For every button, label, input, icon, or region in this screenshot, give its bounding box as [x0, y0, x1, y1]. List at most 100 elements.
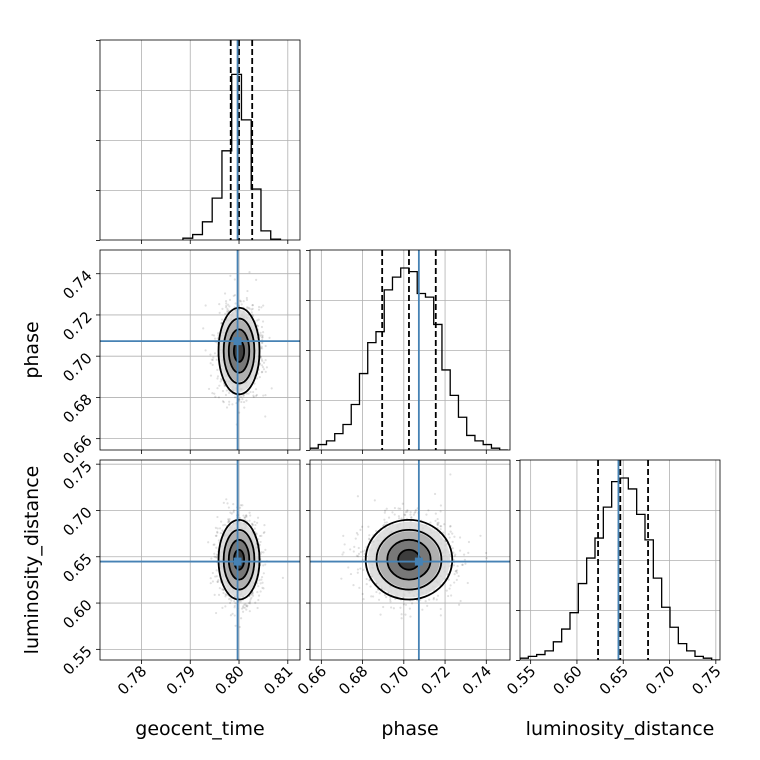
sample-point	[449, 525, 452, 528]
sample-point	[226, 518, 230, 521]
sample-point	[383, 523, 386, 526]
panel-geocent_time-phase	[96, 249, 301, 454]
sample-point	[207, 541, 210, 544]
sample-point	[347, 566, 350, 569]
sample-point	[433, 492, 437, 496]
sample-point	[213, 552, 216, 555]
sample-point	[204, 349, 207, 352]
sample-point	[210, 358, 213, 361]
sample-point	[211, 571, 214, 575]
sample-point	[248, 602, 252, 605]
sample-point	[216, 527, 219, 530]
sample-point	[439, 504, 442, 507]
sample-point	[258, 376, 261, 379]
sample-point	[250, 596, 253, 599]
sample-point	[222, 588, 225, 592]
sample-point	[238, 506, 242, 509]
sample-point	[400, 617, 403, 620]
sample-point	[251, 307, 254, 311]
sample-point	[264, 344, 267, 348]
sample-point	[214, 556, 217, 559]
sample-point	[357, 555, 360, 558]
sample-point	[254, 601, 257, 604]
sample-point	[456, 565, 459, 568]
sample-point	[220, 318, 224, 321]
sample-point	[243, 606, 246, 609]
sample-point	[242, 514, 245, 517]
sample-point	[281, 576, 285, 579]
sample-point	[263, 524, 266, 527]
sample-point	[256, 516, 260, 519]
sample-point	[230, 512, 233, 515]
y-axis-label-luminosity_distance: luminosity_distance	[21, 466, 43, 655]
sample-point	[443, 523, 446, 526]
sample-point	[221, 588, 224, 591]
sample-point	[251, 313, 254, 316]
sample-point	[439, 614, 442, 617]
sample-point	[209, 582, 212, 585]
sample-point	[409, 615, 412, 618]
sample-point	[406, 509, 409, 512]
sample-point	[259, 347, 263, 350]
sample-point	[255, 532, 258, 535]
sample-point	[220, 322, 223, 325]
sample-point	[437, 521, 440, 524]
sample-point	[449, 473, 452, 476]
x-tick-label-phase-3: 0.72	[418, 662, 454, 698]
x-tick-label-phase-1: 0.68	[335, 662, 371, 698]
sample-point	[260, 576, 264, 579]
y-tick-label-phase-3: 0.72	[59, 308, 95, 344]
contour-phase-luminosity_distance-1	[386, 538, 432, 581]
sample-point	[231, 403, 234, 406]
panel-frame-0	[99, 249, 301, 451]
sample-point	[249, 514, 252, 517]
sample-point	[375, 590, 378, 594]
sample-point	[257, 305, 261, 309]
sample-point	[257, 308, 261, 311]
sample-point	[264, 415, 267, 418]
sample-point	[359, 528, 362, 531]
sample-point	[377, 598, 381, 601]
y-axis-label-phase: phase	[21, 321, 43, 378]
sample-point	[255, 377, 259, 380]
y-tick-label-phase-4: 0.74	[59, 267, 95, 303]
sample-point	[367, 537, 371, 540]
sample-point	[202, 327, 205, 330]
sample-point	[389, 598, 392, 601]
sample-point	[260, 306, 263, 309]
sample-point	[240, 303, 243, 306]
sample-point	[246, 604, 249, 607]
sample-point	[479, 534, 482, 537]
sample-point	[210, 557, 213, 560]
sample-point	[392, 607, 395, 610]
sample-point	[390, 606, 393, 609]
sample-point	[260, 358, 263, 361]
sample-point	[242, 605, 245, 608]
sample-point	[448, 587, 451, 590]
sample-point	[216, 580, 219, 583]
hist-panel-geocent_time	[96, 39, 301, 244]
sample-point	[454, 570, 457, 573]
sample-point	[212, 356, 215, 359]
sample-point	[238, 625, 241, 629]
sample-point	[262, 531, 265, 535]
sample-point	[447, 533, 450, 536]
sample-point	[232, 502, 235, 506]
truth-marker-phase-luminosity_distance	[414, 557, 423, 566]
sample-point	[453, 573, 456, 576]
sample-point	[259, 590, 262, 593]
sample-point	[404, 510, 407, 514]
sample-point	[225, 304, 228, 307]
sample-point	[264, 370, 267, 373]
sample-point	[227, 520, 230, 523]
hist-panel-phase	[306, 249, 511, 454]
sample-point	[214, 395, 217, 398]
sample-point	[213, 555, 216, 558]
sample-point	[349, 548, 352, 551]
contour-geocent_time-luminosity_distance-3	[217, 519, 261, 601]
histogram-geocent_time	[182, 73, 282, 240]
sample-point	[258, 579, 261, 582]
y-tick-label-luminosity_distance-0: 0.55	[59, 642, 95, 678]
sample-point	[439, 525, 442, 528]
